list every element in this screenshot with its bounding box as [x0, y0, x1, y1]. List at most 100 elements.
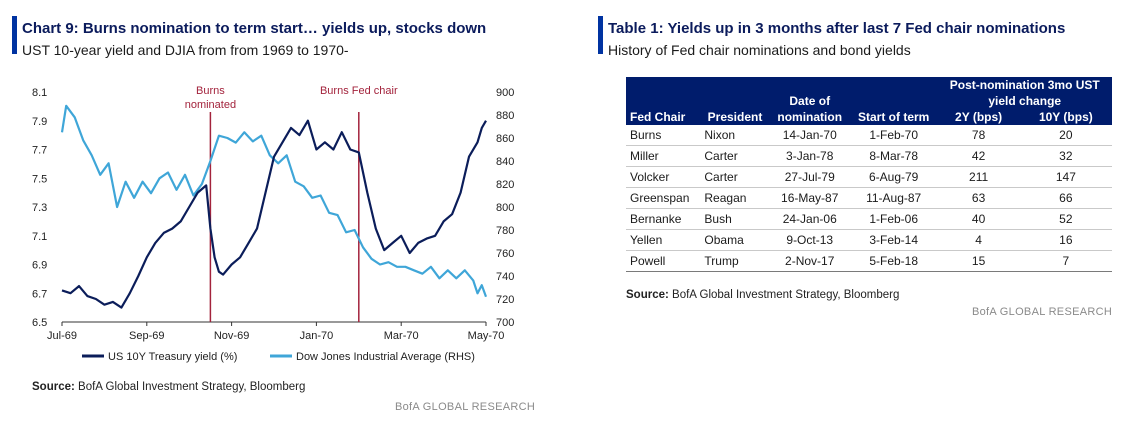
table-panel: Table 1: Yields up in 3 months after las… [598, 12, 1118, 332]
cell-10y-bps: 147 [1019, 166, 1112, 188]
y-right-tick-label: 700 [496, 317, 514, 329]
cell-10y-bps: 7 [1019, 250, 1112, 272]
cell-fed-chair: Volcker [626, 166, 701, 188]
cell-10y-bps: 52 [1019, 208, 1112, 230]
chart-panel: Chart 9: Burns nomination to term start…… [12, 12, 536, 417]
table-row: Yellen Obama 9-Oct-13 3-Feb-14 4 16 [626, 229, 1112, 251]
x-tick-label: Mar-70 [384, 330, 419, 342]
table-row: Burns Nixon 14-Jan-70 1-Feb-70 78 20 [626, 125, 1112, 146]
table-title: Table 1: Yields up in 3 months after las… [608, 20, 1066, 37]
cell-president: Nixon [700, 125, 770, 146]
cell-10y-bps: 32 [1019, 145, 1112, 167]
annotation-label: Burns Fed chair [320, 85, 398, 97]
cell-nomination-date: 2-Nov-17 [769, 250, 850, 272]
col-header-fed-chair: Fed Chair [626, 109, 701, 125]
table-title-accent-bar [598, 16, 603, 54]
cell-fed-chair: Bernanke [626, 208, 701, 230]
y-left-tick-label: 7.9 [32, 116, 47, 128]
cell-2y-bps: 42 [937, 145, 1020, 167]
table-header-row-2: Date of yield change [626, 93, 1112, 109]
y-right-tick-label: 840 [496, 156, 514, 168]
table-source-label: Source: [626, 289, 669, 301]
chart-legend: US 10Y Treasury yield (%) Dow Jones Indus… [82, 351, 475, 363]
cell-nomination-date: 27-Jul-79 [769, 166, 850, 188]
y-right-tick-label: 760 [496, 248, 514, 260]
y-right-tick-label: 860 [496, 133, 514, 145]
y-right-tick-label: 780 [496, 225, 514, 237]
table-source-text: BofA Global Investment Strategy, Bloombe… [668, 289, 900, 301]
cell-10y-bps: 16 [1019, 229, 1112, 251]
col-header-2y-bps: 2Y (bps) [937, 109, 1020, 125]
chart-source-label: Source: [32, 381, 75, 393]
chart-source: Source: BofA Global Investment Strategy,… [32, 381, 305, 393]
fed-nominations-table: Post-nomination 3mo UST Date of yield ch… [626, 77, 1112, 272]
y-right-tick-label: 720 [496, 294, 514, 306]
cell-president: Reagan [700, 187, 770, 209]
cell-nomination-date: 9-Oct-13 [769, 229, 850, 251]
group-header-line-1: Post-nomination 3mo UST [937, 77, 1112, 93]
cell-nomination-date: 3-Jan-78 [769, 145, 850, 167]
chart-annotations: Burns nominated Burns Fed chair [185, 85, 398, 322]
cell-start-of-term: 6-Aug-79 [849, 166, 938, 188]
col-header-10y-bps: 10Y (bps) [1019, 109, 1112, 125]
chart-title: Chart 9: Burns nomination to term start…… [22, 20, 487, 37]
legend-label: US 10Y Treasury yield (%) [108, 351, 237, 363]
date-header-line-1: Date of [769, 93, 850, 109]
col-header-start-of-term: Start of term [849, 109, 938, 125]
cell-2y-bps: 78 [937, 125, 1020, 146]
y-left-tick-label: 8.1 [32, 87, 47, 99]
y-left-tick-label: 7.3 [32, 202, 47, 214]
table-row: Miller Carter 3-Jan-78 8-Mar-78 42 32 [626, 145, 1112, 167]
x-tick-label: May-70 [468, 330, 505, 342]
y-left-tick-label: 7.5 [32, 173, 47, 185]
table-header-row-3: Fed Chair President nomination Start of … [626, 109, 1112, 125]
table-header-row-1: Post-nomination 3mo UST [626, 77, 1112, 93]
y-left-tick-label: 7.7 [32, 145, 47, 157]
annotation-label: Burns [196, 85, 225, 97]
cell-president: Carter [700, 145, 770, 167]
y-right-tick-label: 900 [496, 87, 514, 99]
x-tick-label: Jul-69 [47, 330, 77, 342]
table-source: Source: BofA Global Investment Strategy,… [626, 289, 899, 301]
cell-president: Trump [700, 250, 770, 272]
cell-start-of-term: 11-Aug-87 [849, 187, 938, 209]
x-axis: Jul-69 Sep-69 Nov-69 Jan-70 Mar-70 May-70 [47, 322, 504, 342]
col-header-nomination-date: nomination [769, 109, 850, 125]
x-tick-label: Sep-69 [129, 330, 164, 342]
cell-fed-chair: Burns [626, 125, 701, 146]
y-axis-left: 6.5 6.7 6.9 7.1 7.3 7.5 7.7 7.9 8.1 [32, 87, 47, 329]
table-row: Greenspan Reagan 16-May-87 11-Aug-87 63 … [626, 187, 1112, 209]
cell-fed-chair: Yellen [626, 229, 701, 251]
y-left-tick-label: 7.1 [32, 231, 47, 243]
table-row: Powell Trump 2-Nov-17 5-Feb-18 15 7 [626, 250, 1112, 272]
cell-start-of-term: 1-Feb-06 [849, 208, 938, 230]
y-right-tick-label: 820 [496, 179, 514, 191]
cell-start-of-term: 3-Feb-14 [849, 229, 938, 251]
y-left-tick-label: 6.5 [32, 317, 47, 329]
table-subtitle: History of Fed chair nominations and bon… [608, 42, 911, 58]
cell-2y-bps: 211 [937, 166, 1020, 188]
yield-series-line [61, 119, 487, 309]
chart-brand: BofA GLOBAL RESEARCH [395, 401, 536, 413]
table-brand: BofA GLOBAL RESEARCH [972, 306, 1113, 318]
y-right-tick-label: 740 [496, 271, 514, 283]
chart-source-text: BofA Global Investment Strategy, Bloombe… [74, 381, 306, 393]
cell-10y-bps: 66 [1019, 187, 1112, 209]
cell-10y-bps: 20 [1019, 125, 1112, 146]
cell-2y-bps: 15 [937, 250, 1020, 272]
y-left-tick-label: 6.9 [32, 260, 47, 272]
legend-label: Dow Jones Industrial Average (RHS) [296, 351, 475, 363]
cell-president: Carter [700, 166, 770, 188]
cell-start-of-term: 8-Mar-78 [849, 145, 938, 167]
group-header-line-2: yield change [937, 93, 1112, 109]
cell-start-of-term: 5-Feb-18 [849, 250, 938, 272]
cell-fed-chair: Greenspan [626, 187, 701, 209]
cell-2y-bps: 4 [937, 229, 1020, 251]
table-row: Volcker Carter 27-Jul-79 6-Aug-79 211 14… [626, 166, 1112, 188]
cell-president: Bush [700, 208, 770, 230]
cell-nomination-date: 16-May-87 [769, 187, 850, 209]
y-right-tick-label: 880 [496, 110, 514, 122]
y-right-tick-label: 800 [496, 202, 514, 214]
cell-fed-chair: Miller [626, 145, 701, 167]
djia-series-line [60, 104, 488, 298]
